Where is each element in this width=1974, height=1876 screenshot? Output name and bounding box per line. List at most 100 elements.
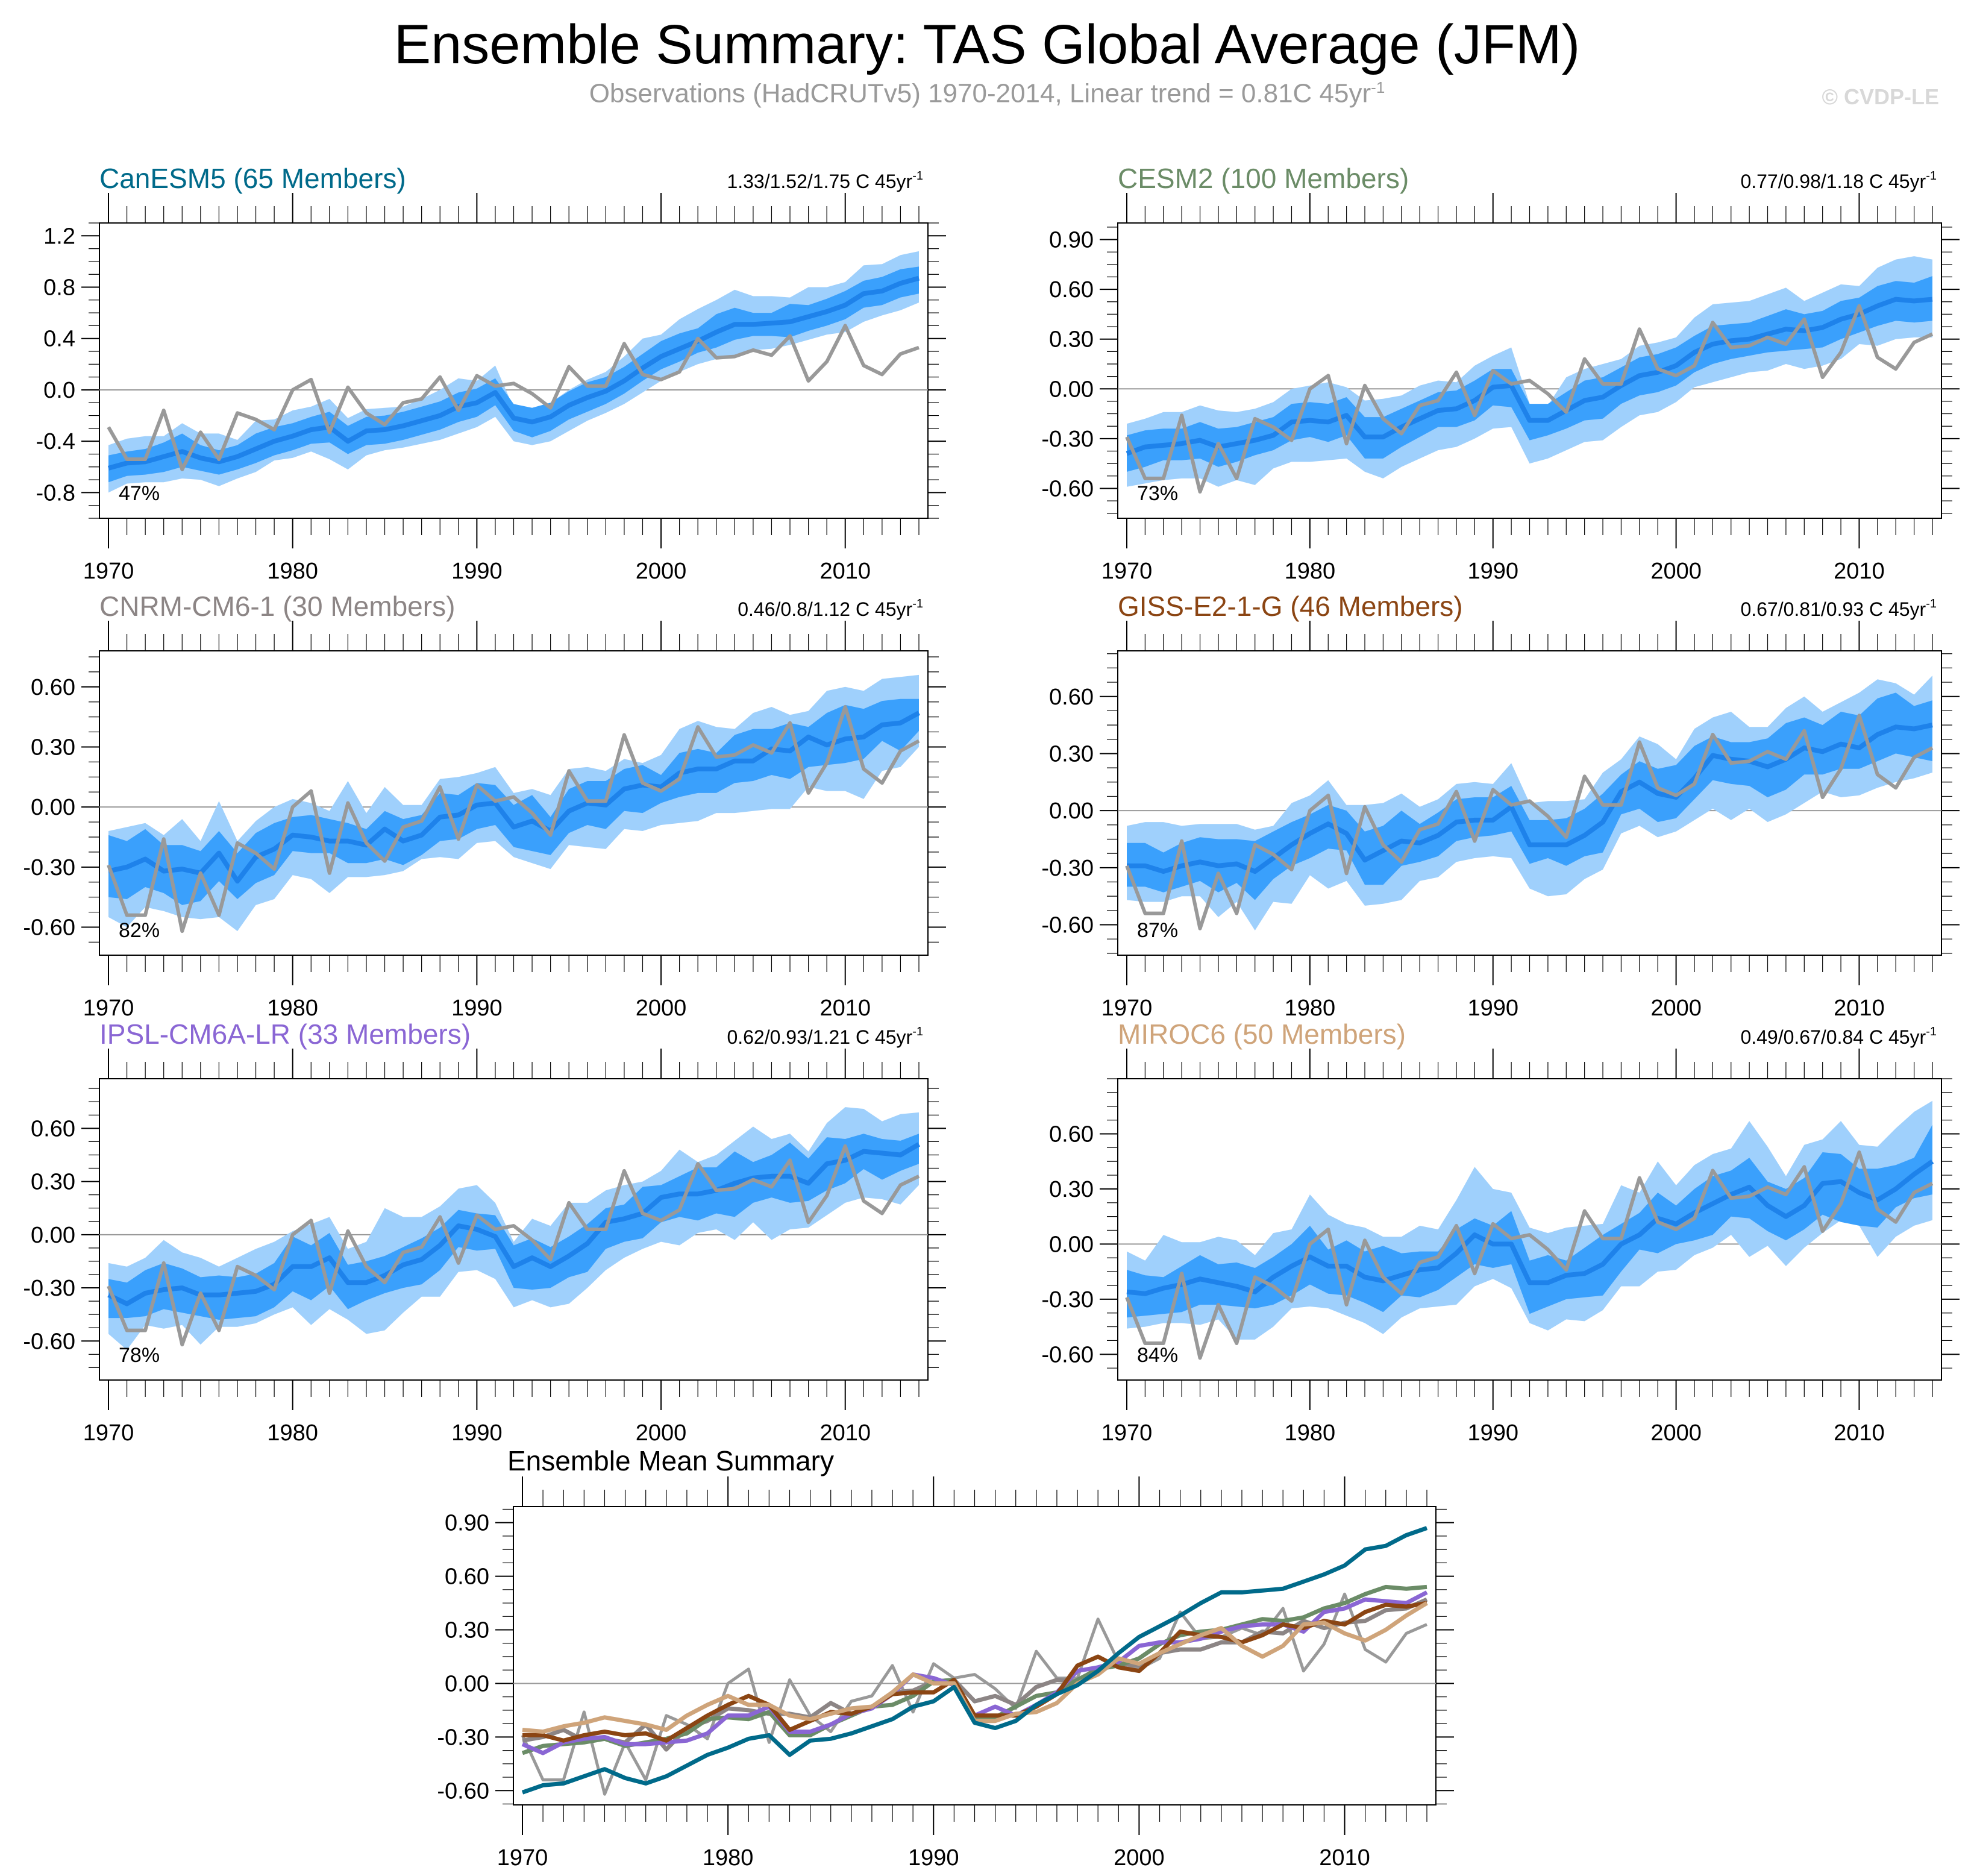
series-line-canesm5 bbox=[521, 1526, 1428, 1795]
observations-line bbox=[1125, 714, 1934, 930]
inner-spread-band bbox=[1127, 692, 1932, 900]
x-tick-label: 2000 bbox=[1114, 1845, 1165, 1871]
x-tick-label: 2000 bbox=[636, 1420, 687, 1446]
y-tick-label: 0.60 bbox=[1049, 277, 1094, 303]
panel-title: MIROC6 (50 Members) bbox=[1118, 1018, 1406, 1050]
ensemble-mean-line bbox=[107, 275, 920, 471]
panel-title: CanESM5 (65 Members) bbox=[99, 163, 406, 194]
trend-text: 0.46/0.8/1.12 C 45yr bbox=[738, 598, 912, 620]
y-tick-label: 0.30 bbox=[31, 1170, 75, 1195]
y-tick-label: 0.90 bbox=[1049, 228, 1094, 253]
x-tick-label: 1980 bbox=[267, 1420, 318, 1446]
y-tick-label: 0.00 bbox=[1049, 798, 1094, 824]
y-tick-label: -0.30 bbox=[1041, 856, 1094, 881]
x-tick-label: 2000 bbox=[636, 559, 687, 584]
y-tick-label: -0.60 bbox=[1041, 913, 1094, 938]
observations-line bbox=[107, 324, 920, 471]
x-tick-label: 1990 bbox=[1467, 996, 1518, 1021]
trend-superscript: -1 bbox=[912, 597, 923, 610]
x-tick-label: 1990 bbox=[1467, 559, 1518, 584]
y-tick-label: -0.30 bbox=[23, 855, 75, 880]
y-tick-label: -0.60 bbox=[23, 915, 75, 940]
x-tick-label: 2000 bbox=[1650, 1420, 1702, 1446]
observations-line bbox=[1125, 1150, 1934, 1360]
y-tick-label: 0.00 bbox=[1049, 377, 1094, 402]
x-tick-label: 1980 bbox=[1285, 559, 1336, 584]
y-tick-label: 0.30 bbox=[1049, 327, 1094, 353]
figure-subtitle: Observations (HadCRUTv5) 1970-2014, Line… bbox=[0, 78, 1974, 109]
panel-title: CNRM-CM6-1 (30 Members) bbox=[99, 591, 455, 622]
trend-label: 0.67/0.81/0.93 C 45yr-1 bbox=[1740, 597, 1937, 620]
x-tick-label: 2010 bbox=[1834, 559, 1885, 584]
x-tick-label: 2010 bbox=[819, 996, 871, 1021]
panel-title: IPSL-CM6A-LR (33 Members) bbox=[99, 1018, 471, 1050]
trend-superscript: -1 bbox=[912, 169, 923, 183]
x-tick-label: 1990 bbox=[451, 1420, 503, 1446]
trend-text: 0.49/0.67/0.84 C 45yr bbox=[1740, 1026, 1926, 1048]
x-tick-label: 1970 bbox=[1101, 996, 1153, 1021]
panel-miroc6: -0.60 -0.30 0.00 0.30 0.60 1970 1980 1990 2000 20… bbox=[1041, 1018, 1960, 1446]
y-tick-label: 0.30 bbox=[31, 735, 75, 760]
x-tick-label: 2000 bbox=[1650, 996, 1702, 1021]
x-tick-label: 2010 bbox=[1834, 1420, 1885, 1446]
y-tick-label: -0.30 bbox=[1041, 1287, 1094, 1313]
x-tick-label: 1990 bbox=[1467, 1420, 1518, 1446]
plot-frame bbox=[99, 1078, 929, 1381]
trend-superscript: -1 bbox=[1926, 597, 1937, 610]
subtitle-text: Observations (HadCRUTv5) 1970-2014, Line… bbox=[589, 78, 1371, 108]
trend-label: 1.33/1.52/1.75 C 45yr-1 bbox=[727, 169, 923, 192]
x-tick-label: 1980 bbox=[1285, 996, 1336, 1021]
percent-label: 73% bbox=[1137, 482, 1178, 505]
inner-spread-band bbox=[108, 698, 919, 905]
x-tick-label: 1980 bbox=[1285, 1420, 1336, 1446]
trend-superscript: -1 bbox=[1926, 1025, 1937, 1038]
x-tick-label: 1970 bbox=[497, 1845, 548, 1871]
percent-label: 87% bbox=[1137, 919, 1178, 942]
y-tick-label: 0.60 bbox=[31, 1116, 75, 1141]
percent-label: 82% bbox=[119, 919, 160, 942]
x-tick-label: 2010 bbox=[1834, 996, 1885, 1021]
trend-text: 0.62/0.93/1.21 C 45yr bbox=[727, 1026, 912, 1048]
y-tick-label: -0.60 bbox=[23, 1329, 75, 1354]
inner-spread-band bbox=[1127, 1125, 1932, 1318]
y-tick-label: -0.60 bbox=[437, 1778, 489, 1804]
y-tick-label: -0.8 bbox=[36, 480, 75, 506]
y-tick-label: 0.30 bbox=[445, 1618, 489, 1643]
x-tick-label: 1990 bbox=[451, 996, 503, 1021]
x-tick-label: 2010 bbox=[819, 559, 871, 584]
y-tick-label: 0.90 bbox=[445, 1511, 489, 1536]
y-tick-label: 0.30 bbox=[1049, 1177, 1094, 1202]
trend-superscript: -1 bbox=[912, 1025, 923, 1038]
x-tick-label: 1980 bbox=[267, 996, 318, 1021]
y-tick-label: -0.60 bbox=[1041, 1342, 1094, 1367]
x-tick-label: 1980 bbox=[703, 1845, 754, 1871]
subtitle-superscript: -1 bbox=[1371, 78, 1385, 96]
percent-label: 78% bbox=[119, 1344, 160, 1367]
y-tick-label: -0.60 bbox=[1041, 476, 1094, 501]
ensemble-mean-line bbox=[107, 1142, 921, 1307]
x-tick-label: 1970 bbox=[83, 996, 134, 1021]
x-tick-label: 1980 bbox=[267, 559, 318, 584]
percent-label: 47% bbox=[119, 482, 160, 505]
panel-title: CESM2 (100 Members) bbox=[1118, 163, 1409, 194]
inner-spread-band bbox=[108, 1134, 919, 1320]
x-tick-label: 1970 bbox=[1101, 1420, 1153, 1446]
ensemble-mean-line bbox=[1127, 723, 1933, 874]
panel-canesm5: -0.8 -0.4 0.0 0.4 0.8 1.2 1970 1980 1990 2000 2010… bbox=[36, 163, 946, 584]
y-tick-label: 0.00 bbox=[31, 1223, 75, 1248]
y-tick-label: 0.00 bbox=[1049, 1232, 1094, 1257]
trend-label: 0.77/0.98/1.18 C 45yr-1 bbox=[1740, 169, 1937, 192]
y-tick-label: 0.00 bbox=[445, 1671, 489, 1696]
y-tick-label: 0.60 bbox=[1049, 685, 1094, 710]
x-tick-label: 2010 bbox=[819, 1420, 871, 1446]
series-line-obs bbox=[521, 1592, 1427, 1796]
trend-text: 1.33/1.52/1.75 C 45yr bbox=[727, 171, 912, 192]
panel-giss-e2-1-g: -0.60 -0.30 0.00 0.30 0.60 1970 1980 1990 2000 20… bbox=[1041, 591, 1960, 1021]
y-tick-label: 0.60 bbox=[445, 1564, 489, 1590]
y-tick-label: 0.60 bbox=[1049, 1122, 1094, 1147]
figure-title: Ensemble Summary: TAS Global Average (JF… bbox=[393, 14, 1581, 75]
observations-line bbox=[107, 1144, 920, 1347]
observations-line bbox=[107, 705, 920, 933]
y-tick-label: -0.4 bbox=[36, 429, 75, 454]
